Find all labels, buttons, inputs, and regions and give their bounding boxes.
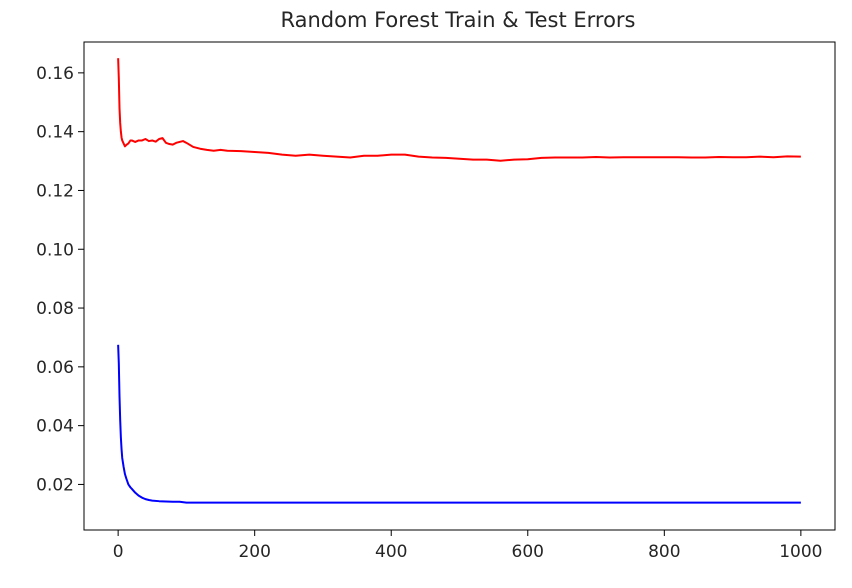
series-layer <box>117 58 801 504</box>
x-tick-label: 400 <box>375 542 407 562</box>
y-tick-label: 0.04 <box>36 417 74 437</box>
series-line-0 <box>117 58 801 162</box>
y-tick-label: 0.16 <box>36 64 74 84</box>
series-line-1 <box>117 344 801 504</box>
y-tick-label: 0.12 <box>36 181 74 201</box>
chart-title: Random Forest Train & Test Errors <box>280 8 635 32</box>
y-tick-label: 0.08 <box>36 299 74 319</box>
y-tick-label: 0.10 <box>36 240 74 260</box>
y-tick-label: 0.02 <box>36 475 74 495</box>
y-tick-label: 0.06 <box>36 358 74 378</box>
y-tick-label: 0.14 <box>36 123 74 143</box>
x-tick-label: 600 <box>512 542 544 562</box>
plot-frame <box>83 41 836 531</box>
x-tick-label: 1000 <box>779 542 822 562</box>
x-axis-ticks: 0 200 400 600 800 1000 <box>113 530 822 562</box>
x-tick-label: 200 <box>238 542 270 562</box>
x-tick-label: 0 <box>113 542 124 562</box>
x-tick-label: 800 <box>648 542 680 562</box>
y-axis-ticks: 0.02 0.04 0.06 0.08 0.10 0.12 0.14 0.16 <box>36 64 84 495</box>
